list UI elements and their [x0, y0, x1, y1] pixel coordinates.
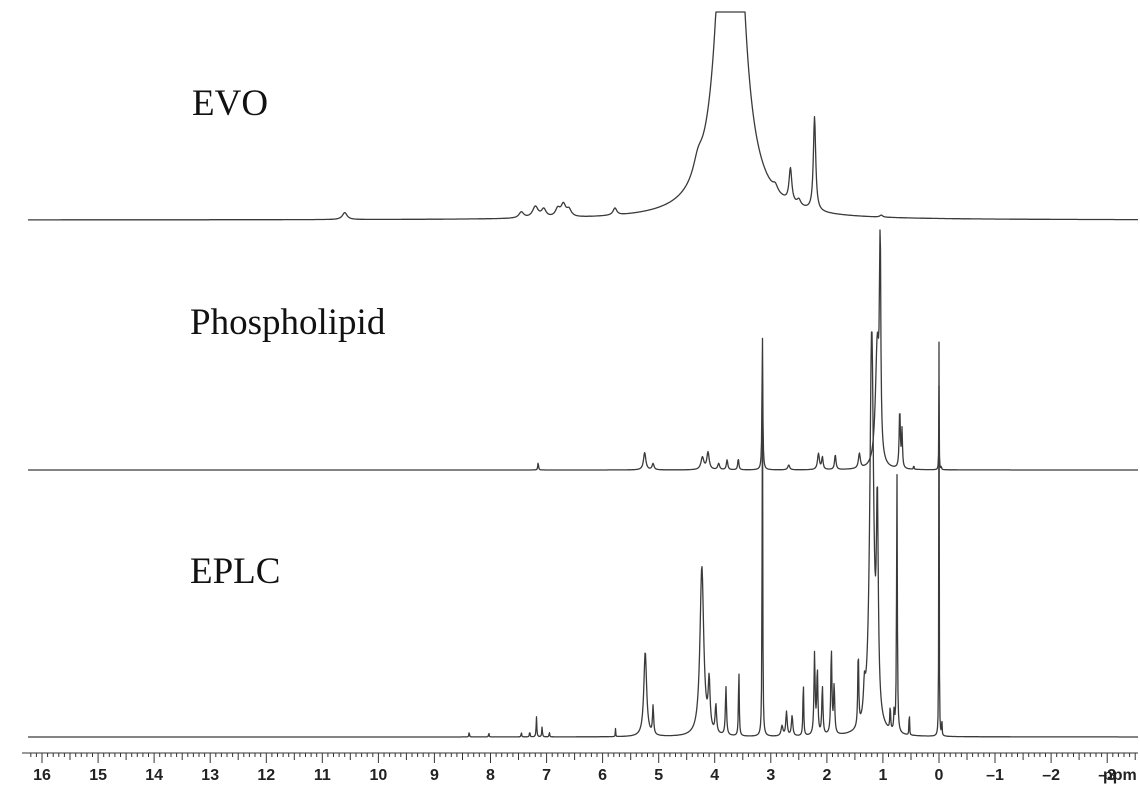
label-evo: EVO	[192, 83, 268, 124]
x-tick-label: 7	[542, 767, 551, 784]
spectrum-line-eplc	[27, 331, 1139, 738]
x-tick-label: –3	[1098, 767, 1116, 784]
x-tick-label: 1	[878, 767, 887, 784]
label-eplc: EPLC	[190, 551, 280, 592]
spectrum-traces	[27, 11, 1139, 738]
x-tick-label: 14	[145, 767, 163, 784]
x-tick-label: 0	[935, 767, 944, 784]
x-tick-label: 3	[766, 767, 775, 784]
x-tick-label: 10	[370, 767, 388, 784]
x-tick-label: 6	[598, 767, 607, 784]
x-axis: 16 15 14 13 12 11 10 9 8 7 6 5 4 3 2 1 0 –1 –2 –3	[22, 752, 1138, 784]
label-phospholipid: Phospholipid	[190, 302, 386, 343]
x-tick-label: 2	[822, 767, 831, 784]
x-tick-label: 16	[33, 767, 51, 784]
spectrum-line-evo	[27, 11, 1139, 221]
spectrum-line-phospholipid	[27, 229, 1139, 471]
x-tick-label: –2	[1042, 767, 1060, 784]
x-tick-label: 12	[257, 767, 275, 784]
x-axis-unit-label: ppm	[1103, 767, 1137, 784]
x-tick-label: 8	[486, 767, 495, 784]
x-tick-label: 5	[654, 767, 663, 784]
x-tick-label: 13	[201, 767, 219, 784]
x-tick-label: 11	[314, 767, 331, 784]
x-tick-label: –1	[986, 767, 1004, 784]
x-tick-label: 15	[89, 767, 107, 784]
x-tick-label: 4	[710, 767, 719, 784]
x-tick-label: 9	[430, 767, 439, 784]
